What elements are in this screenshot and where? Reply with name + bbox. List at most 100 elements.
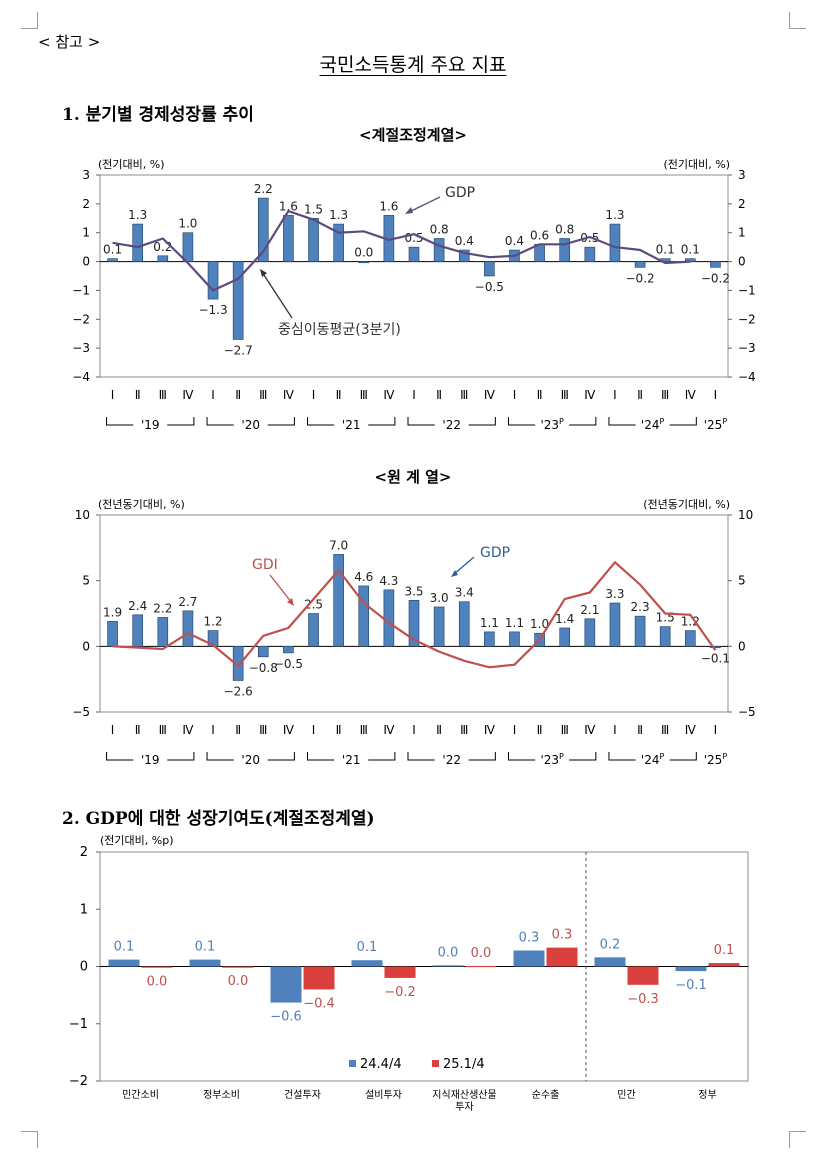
category-label-line: 정부소비 xyxy=(203,1089,240,1101)
contribution-bar xyxy=(351,960,383,967)
category-label-line: 민간소비 xyxy=(122,1089,159,1101)
quarter-tick-label: Ⅰ xyxy=(312,388,316,402)
quarter-tick-label: Ⅲ xyxy=(259,723,267,737)
category-label: 민간 xyxy=(617,1089,635,1101)
gdp-bar xyxy=(584,246,596,262)
y-tick-label-right: 2 xyxy=(738,197,746,211)
quarter-tick-label: Ⅳ xyxy=(383,723,394,737)
y-axis-label-right: (전기대비, %) xyxy=(663,158,730,171)
contribution-bar xyxy=(432,965,464,967)
year-bracket-left xyxy=(106,752,134,761)
line-series xyxy=(112,209,691,292)
quarter-tick-label: Ⅲ xyxy=(159,388,167,402)
gdp-bar xyxy=(559,238,571,262)
quarter-tick-label: Ⅰ xyxy=(312,723,316,737)
quarter-tick-label: Ⅰ xyxy=(211,388,215,402)
year-label: '23P xyxy=(540,417,564,432)
quarter-tick-label: Ⅱ xyxy=(336,723,342,737)
bar-value-label: 2.7 xyxy=(178,595,197,609)
year-bracket-left xyxy=(307,417,335,426)
gdp-bar xyxy=(232,646,244,681)
quarter-tick-label: Ⅱ xyxy=(336,388,342,402)
y-tick-label-left: 2 xyxy=(82,197,90,211)
bar-value-label: 1.1 xyxy=(505,616,524,630)
bar-value-label: 1.6 xyxy=(279,199,298,213)
quarter-tick-label: Ⅱ xyxy=(637,723,643,737)
quarter-tick-label: Ⅲ xyxy=(360,388,368,402)
bar-value-label: 4.3 xyxy=(379,574,398,588)
bar-value-label: 3.0 xyxy=(430,591,449,605)
contribution-bar xyxy=(384,966,416,978)
year-label: '25P xyxy=(704,417,728,432)
bar-value-label: 0.0 xyxy=(438,945,459,960)
quarter-tick-label: Ⅱ xyxy=(235,723,241,737)
bar-value-label: 1.1 xyxy=(480,616,499,630)
bar-value-label: 4.6 xyxy=(354,570,373,584)
year-bracket-right xyxy=(569,417,597,426)
gdp-bar xyxy=(182,232,194,262)
year-bracket-right xyxy=(267,752,295,761)
year-bracket-right xyxy=(267,417,295,426)
bar-value-label: 1.4 xyxy=(555,612,574,626)
bar-value-label: 1.3 xyxy=(329,208,348,222)
gdp-bar xyxy=(232,261,244,340)
contribution-bar xyxy=(141,966,173,968)
y-axis-label-left: (전년동기대비, %) xyxy=(98,498,185,511)
quarter-tick-label: Ⅳ xyxy=(685,388,696,402)
bar-value-label: 0.8 xyxy=(555,222,574,236)
bar-value-label: 0.4 xyxy=(505,234,524,248)
gdp-bar xyxy=(157,255,169,262)
bar-value-label: 0.3 xyxy=(552,928,573,943)
quarter-tick-label: Ⅱ xyxy=(135,388,141,402)
quarter-tick-label: Ⅰ xyxy=(513,388,517,402)
y-tick-label-left: 3 xyxy=(82,168,90,182)
year-bracket-left xyxy=(206,417,234,426)
gdp-bar xyxy=(710,261,721,268)
year-label-suffix: P xyxy=(559,752,564,761)
bar-value-label: −0.8 xyxy=(249,661,278,675)
year-label: '22 xyxy=(442,418,461,432)
y-tick-label-left: 0 xyxy=(82,255,90,269)
gdp-bar xyxy=(484,631,495,647)
y-tick-label-left: −5 xyxy=(72,705,90,719)
gdp-bar xyxy=(609,602,621,647)
legend-swatch xyxy=(432,1060,439,1067)
year-label: '21 xyxy=(342,753,361,767)
y-tick-label-right: 10 xyxy=(738,508,753,522)
y-tick-label-left: −1 xyxy=(72,283,90,297)
bar-value-label: 3.5 xyxy=(404,584,423,598)
gdp-bar xyxy=(308,613,319,647)
contribution-bar xyxy=(108,959,140,967)
quarter-tick-label: Ⅳ xyxy=(182,723,193,737)
corner-mark xyxy=(21,1131,38,1148)
year-bracket-left xyxy=(307,752,335,761)
year-bracket-right xyxy=(669,417,697,426)
category-label-line: 지식재산생산물 xyxy=(432,1089,496,1101)
bar-value-label: 0.3 xyxy=(519,930,540,945)
year-label-suffix: P xyxy=(722,752,727,761)
chart-2-title: <원 계 열> xyxy=(374,468,452,486)
gdp-bar xyxy=(132,614,143,647)
quarter-tick-label: Ⅱ xyxy=(637,388,643,402)
gdp-bar xyxy=(458,601,470,647)
quarter-tick-label: Ⅰ xyxy=(714,388,718,402)
y-tick-label-left: −2 xyxy=(72,312,90,326)
corner-mark xyxy=(789,1131,806,1148)
year-bracket-left xyxy=(507,752,536,761)
year-label: '25P xyxy=(704,752,728,767)
quarter-tick-label: Ⅳ xyxy=(182,388,193,402)
bar-value-label: −0.2 xyxy=(626,271,655,285)
quarter-tick-label: Ⅳ xyxy=(283,723,294,737)
year-bracket-left xyxy=(608,752,636,761)
gdp-bar xyxy=(283,646,294,654)
bar-value-label: 1.0 xyxy=(178,217,197,231)
quarter-tick-label: Ⅲ xyxy=(561,388,569,402)
y-tick-label: 0 xyxy=(80,960,88,975)
quarter-tick-label: Ⅳ xyxy=(383,388,394,402)
annotation-arrowhead xyxy=(287,598,294,606)
y-axis-label: (전기대비, %p) xyxy=(100,834,174,847)
contribution-bar xyxy=(189,959,221,967)
bar-value-label: 0.1 xyxy=(656,243,675,257)
year-bracket-left xyxy=(608,417,636,426)
gdp-bar xyxy=(509,631,520,647)
